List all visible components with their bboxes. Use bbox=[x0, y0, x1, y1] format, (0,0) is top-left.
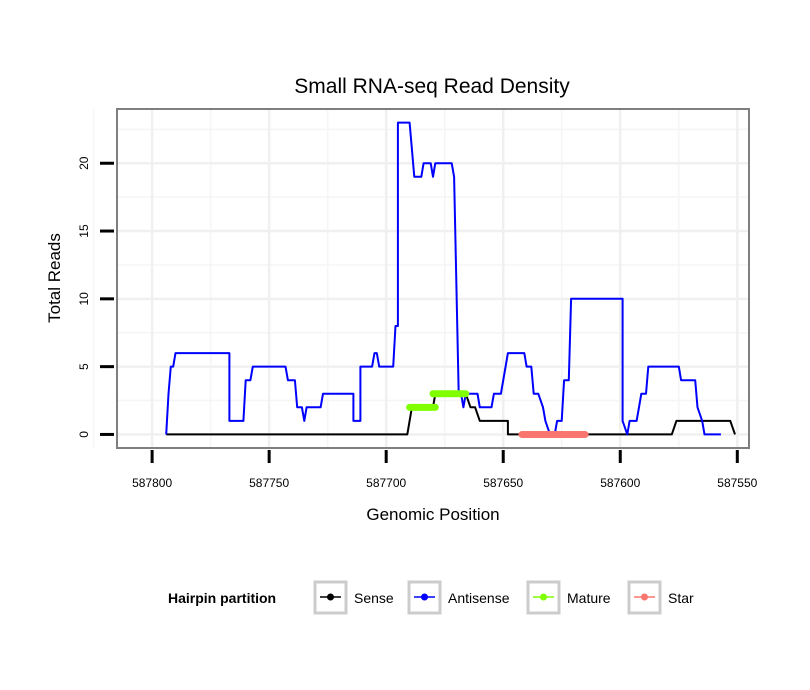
legend-label-antisense: Antisense bbox=[448, 590, 510, 606]
grid-lines bbox=[92, 109, 749, 448]
legend-label-sense: Sense bbox=[354, 590, 394, 606]
x-tick-label: 587600 bbox=[600, 476, 640, 490]
y-axis: 0 5 10 15 20 bbox=[77, 156, 114, 438]
legend-label-mature: Mature bbox=[567, 590, 611, 606]
y-tick-label: 20 bbox=[77, 156, 91, 170]
legend: Hairpin partition Sense Antisense Mature St… bbox=[168, 580, 694, 615]
legend-label-star: Star bbox=[668, 590, 694, 606]
y-tick-label: 0 bbox=[77, 431, 91, 438]
x-tick-label: 587550 bbox=[717, 476, 757, 490]
x-axis: 587800 587750 587700 587650 587600 587550 bbox=[132, 450, 758, 490]
legend-key-point-mature bbox=[540, 593, 547, 601]
y-axis-title: Total Reads bbox=[45, 233, 64, 323]
data-series bbox=[165, 121, 736, 438]
x-tick-label: 587750 bbox=[249, 476, 289, 490]
y-tick-label: 5 bbox=[77, 363, 91, 370]
legend-title: Hairpin partition bbox=[168, 590, 276, 606]
chart-title: Small RNA-seq Read Density bbox=[294, 75, 570, 98]
x-tick-label: 587800 bbox=[132, 476, 172, 490]
y-tick-label: 15 bbox=[77, 224, 91, 238]
legend-key-point-sense bbox=[327, 593, 334, 601]
x-tick-label: 587650 bbox=[483, 476, 523, 490]
x-tick-label: 587700 bbox=[366, 476, 406, 490]
plot-border bbox=[116, 108, 750, 449]
legend-key-point-star bbox=[641, 593, 648, 601]
x-axis-title: Genomic Position bbox=[366, 505, 499, 524]
legend-key-point-antisense bbox=[421, 593, 428, 601]
series-line-antisense bbox=[165, 121, 721, 436]
y-tick-label: 10 bbox=[77, 292, 91, 306]
